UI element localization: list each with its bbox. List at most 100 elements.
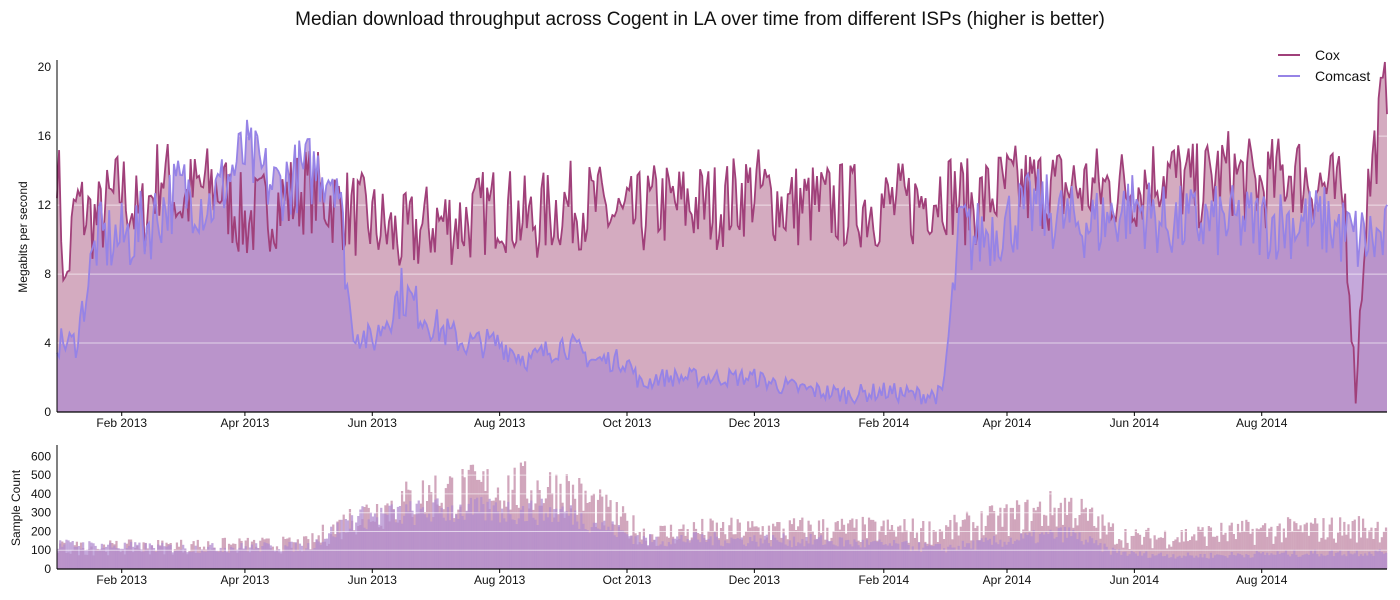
bar-comcast	[1120, 554, 1123, 569]
bar-comcast	[947, 546, 950, 569]
bar-comcast	[69, 542, 72, 569]
bar-comcast	[323, 538, 327, 569]
bar-comcast	[1124, 551, 1127, 569]
bar-comcast	[928, 544, 931, 569]
y-tick-label: 4	[44, 336, 51, 350]
bar-comcast	[330, 526, 333, 569]
bar-comcast	[1157, 553, 1160, 569]
bar-comcast	[605, 530, 608, 569]
bar-comcast	[624, 532, 627, 569]
bar-comcast	[1151, 554, 1154, 569]
bar-comcast	[217, 552, 220, 569]
bar-comcast	[1207, 558, 1210, 569]
bar-comcast	[1297, 556, 1300, 569]
bar-comcast	[972, 540, 975, 569]
bar-comcast	[1201, 557, 1204, 569]
bar-cox	[1374, 528, 1377, 569]
bar-comcast	[826, 539, 829, 569]
bar-comcast	[801, 539, 804, 569]
bar-comcast	[1268, 555, 1271, 569]
y-tick-label: 0	[44, 562, 51, 576]
bar-comcast	[173, 551, 176, 569]
bar-comcast	[926, 546, 929, 569]
bar-comcast	[709, 536, 712, 569]
bar-cox	[886, 519, 889, 569]
bar-cox	[1178, 542, 1181, 569]
bar-comcast	[198, 552, 201, 569]
bar-comcast	[1036, 542, 1040, 569]
bar-comcast	[1284, 550, 1288, 569]
bar-comcast	[361, 506, 364, 569]
bar-comcast	[932, 546, 935, 569]
bar-comcast	[386, 514, 389, 569]
bar-comcast	[626, 534, 629, 569]
bar-comcast	[617, 525, 620, 569]
bar-cox	[632, 515, 635, 569]
bar-comcast	[448, 520, 452, 569]
bar-cox	[1224, 532, 1227, 569]
bar-comcast	[515, 524, 518, 569]
bar-comcast	[1138, 551, 1142, 569]
bar-comcast	[1188, 555, 1192, 569]
bar-cox	[851, 518, 854, 569]
bar-comcast	[1259, 553, 1263, 569]
bar-comcast	[417, 500, 420, 569]
bar-comcast	[619, 530, 623, 569]
bar-cox	[1015, 500, 1019, 569]
bar-comcast	[930, 546, 933, 569]
bar-comcast	[513, 520, 516, 569]
bar-comcast	[1343, 554, 1346, 569]
bar-comcast	[121, 548, 124, 569]
bar-comcast	[1090, 538, 1094, 569]
bar-comcast	[813, 539, 816, 569]
bar-comcast	[1005, 544, 1008, 569]
bar-comcast	[1293, 549, 1296, 569]
bar-cox	[615, 502, 618, 569]
bar-comcast	[167, 545, 170, 569]
bar-comcast	[240, 543, 243, 569]
bar-comcast	[146, 549, 149, 569]
bar-comcast	[963, 546, 967, 569]
bar-cox	[1036, 506, 1040, 569]
bar-comcast	[1349, 553, 1352, 569]
bar-comcast	[469, 497, 472, 569]
bar-comcast	[1243, 557, 1246, 569]
bar-comcast	[1336, 552, 1340, 569]
bar-cox	[963, 519, 967, 569]
bar-comcast	[413, 525, 416, 569]
bar-comcast	[1353, 553, 1356, 569]
bar-comcast	[842, 546, 846, 569]
bar-comcast	[763, 535, 766, 569]
bar-comcast	[870, 542, 873, 569]
bar-comcast	[1205, 557, 1208, 569]
bar-comcast	[580, 512, 583, 569]
bar-cox	[1003, 508, 1006, 569]
bar-cox	[1005, 504, 1008, 569]
bar-comcast	[1307, 554, 1311, 569]
bar-cox	[1097, 516, 1100, 569]
bar-comcast	[348, 528, 352, 569]
bar-comcast	[1218, 554, 1221, 569]
bar-comcast	[1364, 553, 1367, 569]
bar-comcast	[1186, 552, 1190, 569]
bar-cox	[1207, 526, 1210, 569]
bar-comcast	[682, 541, 685, 569]
bar-comcast	[1015, 539, 1019, 569]
bar-comcast	[1011, 543, 1014, 569]
bar-cox	[1188, 540, 1192, 569]
bar-cox	[1209, 527, 1213, 569]
bar-comcast	[94, 545, 97, 569]
bar-comcast	[1339, 550, 1342, 569]
bar-comcast	[799, 543, 802, 569]
legend-label: Cox	[1315, 47, 1340, 63]
bar-comcast	[855, 541, 858, 569]
bar-comcast	[840, 537, 844, 569]
x-tick-label: Aug 2013	[474, 416, 526, 430]
bar-cox	[1324, 539, 1327, 569]
bar-cox	[1322, 518, 1325, 569]
bar-comcast	[140, 549, 143, 569]
bar-comcast	[765, 534, 769, 569]
bar-cox	[1082, 509, 1085, 569]
bar-comcast	[184, 548, 187, 569]
bar-cox	[1149, 538, 1152, 569]
